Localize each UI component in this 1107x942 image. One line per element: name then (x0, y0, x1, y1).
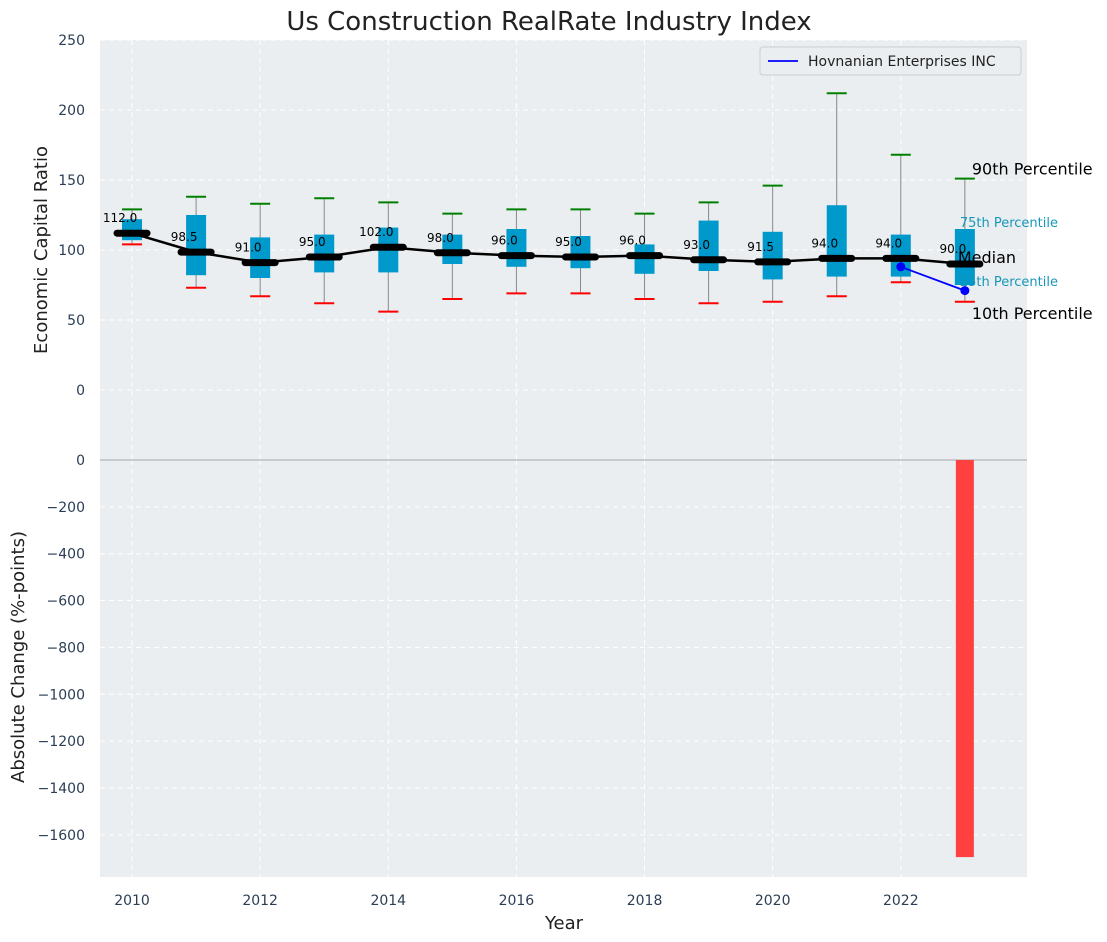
legend-label: Hovnanian Enterprises INC (808, 54, 996, 70)
x-tick-label: 2010 (114, 893, 150, 909)
median-value-label: 96.0 (619, 234, 646, 248)
change-bar (955, 460, 974, 858)
company-point (896, 262, 906, 272)
box-iqr (250, 237, 271, 278)
top-y-tick-label: 200 (58, 103, 85, 119)
x-tick-label: 2014 (370, 893, 406, 909)
x-tick-label: 2016 (499, 893, 535, 909)
median-line (131, 232, 965, 266)
top-y-tick-label: 0 (76, 383, 85, 399)
box-iqr (186, 215, 207, 276)
median-value-label: 102.0 (359, 225, 393, 239)
median-value-label: 91.0 (235, 241, 262, 255)
bottom-y-tick-label: −400 (47, 547, 85, 563)
median-value-label: 96.0 (491, 234, 518, 248)
bottom-y-tick-label: −200 (47, 500, 85, 516)
label-10th-percentile: 10th Percentile (972, 304, 1093, 323)
bottom-y-tick-label: −1200 (38, 734, 85, 750)
x-tick-label: 2020 (755, 893, 791, 909)
median-value-label: 93.0 (683, 238, 710, 252)
label-90th-percentile: 90th Percentile (972, 160, 1093, 179)
top-y-tick-label: 50 (67, 313, 85, 329)
top-y-axis-title: Economic Capital Ratio (31, 146, 52, 354)
x-tick-label: 2012 (242, 893, 278, 909)
label-25th-percentile: 25th Percentile (960, 275, 1058, 290)
label-75th-percentile: 75th Percentile (960, 216, 1058, 231)
legend-box (759, 46, 1022, 76)
x-tick-label: 2022 (883, 893, 919, 909)
x-tick-label: 2018 (627, 893, 663, 909)
bottom-panel: 0 −200 −400 −600 −800 −1000 −1200 −1400 −1600 201… (38, 453, 1027, 909)
bottom-y-tick-label: −1000 (38, 687, 85, 703)
company-line (900, 265, 966, 292)
median-value-label: 94.0 (875, 236, 902, 250)
median-value-label: 98.5 (171, 230, 198, 244)
label-median: Median (958, 248, 1016, 267)
bottom-y-tick-label: −600 (47, 594, 85, 610)
x-axis-title: Year (544, 913, 584, 934)
bottom-plot-background (100, 460, 1027, 877)
median-value-label: 90.0 (939, 242, 966, 256)
box-iqr (954, 229, 975, 285)
median-value-label: 95.0 (555, 235, 582, 249)
bottom-y-tick-label: 0 (76, 453, 85, 469)
bottom-y-axis-title: Absolute Change (%-points) (8, 531, 29, 783)
top-y-tick-label: 250 (58, 33, 85, 49)
median-value-label: 94.0 (811, 236, 838, 250)
bottom-y-tick-label: −1400 (38, 781, 85, 797)
bottom-y-tick-label: −1600 (38, 828, 85, 844)
company-point (960, 286, 970, 296)
median-value-label: 112.0 (103, 211, 137, 225)
bottom-y-tick-label: −800 (47, 640, 85, 656)
median-value-label: 95.0 (299, 235, 326, 249)
box-iqr (762, 231, 783, 280)
top-panel: 0 50 100 150 200 250 112.0 98.5 91.0 95.0 102.0 98.… (58, 33, 1093, 460)
chart-title: Us Construction RealRate Industry Index (286, 7, 811, 37)
top-y-tick-label: 150 (58, 173, 85, 189)
median-value-label: 98.0 (427, 231, 454, 245)
median-value-label: 91.5 (747, 240, 774, 254)
top-y-tick-label: 100 (58, 243, 85, 259)
